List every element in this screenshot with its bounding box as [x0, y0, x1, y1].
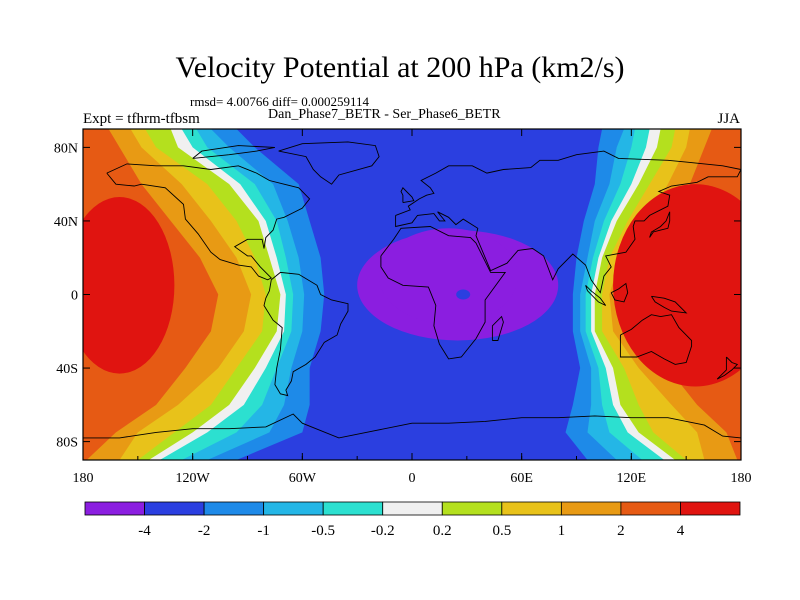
colorbar-label: 4	[677, 523, 685, 539]
x-tick-label: 120E	[617, 471, 647, 486]
y-tick-label: 40S	[56, 362, 78, 377]
coastline-great-britain	[400, 187, 415, 204]
colorbar-label: -0.2	[371, 523, 395, 539]
colorbar-label: 2	[617, 523, 625, 539]
coastline-new-guinea	[651, 295, 688, 314]
coastline-greenland	[278, 141, 380, 185]
coastline-new-zealand	[716, 356, 739, 380]
map-axes: 180 120W 60W 0 60E 120E 180 80N 40N 0 40S 80S	[54, 129, 752, 486]
chart-title: Velocity Potential at 200 hPa (km2/s)	[175, 51, 625, 84]
colorbar-label: -1	[257, 523, 270, 539]
x-tick-label: 60W	[289, 471, 317, 486]
coastline-indonesia-borneo	[610, 282, 629, 303]
x-tick-label: 180	[73, 471, 94, 486]
coastline-antarctica	[83, 413, 741, 439]
colorbar-swatch	[263, 501, 324, 516]
colorbar-swatch	[203, 501, 265, 516]
velocity-potential-minimum-core	[379, 228, 519, 324]
colorbar-swatch	[620, 501, 681, 516]
coastline-north-america	[106, 163, 311, 281]
contour-field	[83, 129, 741, 460]
y-tick-label: 80N	[54, 141, 78, 156]
colorbar-label: -0.5	[311, 523, 335, 539]
colorbar-swatch	[84, 501, 145, 516]
coastline-arctic-islands	[192, 145, 275, 159]
y-tick-label: 40N	[54, 215, 78, 230]
x-tick-label: 0	[409, 471, 416, 486]
y-tick-label: 0	[71, 289, 78, 304]
x-tick-label: 180	[731, 471, 752, 486]
colorbar-label: -2	[198, 523, 211, 539]
velocity-potential-maximum-east-pacific	[83, 197, 175, 374]
colorbar-swatch	[382, 501, 443, 516]
colorbar: -4 -2 -1 -0.5 -0.2 0.2 0.5 1 2 4	[84, 501, 741, 539]
colorbar-label: -4	[138, 523, 151, 539]
coastline-japan	[649, 211, 671, 238]
colorbar-label: 0.5	[492, 523, 511, 539]
coastline-south-america	[263, 271, 349, 397]
velocity-potential-maximum-west-pacific	[613, 184, 741, 387]
season-label: JJA	[717, 111, 740, 127]
colorbar-swatch	[680, 501, 741, 516]
x-tick-label: 120W	[176, 471, 211, 486]
coastline-australia	[619, 314, 693, 365]
colorbar-swatch	[144, 501, 205, 516]
colorbar-swatch	[322, 501, 384, 516]
x-tick-label: 60E	[510, 471, 533, 486]
colorbar-label: 1	[558, 523, 566, 539]
colorbar-swatch	[441, 501, 503, 516]
center-label: Dan_Phase7_BETR - Ser_Phase6_BETR	[268, 107, 501, 122]
coastline-indonesia-sumatra	[585, 284, 607, 306]
embedded-blue-cell	[456, 289, 471, 300]
coastlines	[83, 141, 741, 439]
y-tick-label: 80S	[56, 436, 78, 451]
coastline-eurasia	[395, 150, 741, 294]
coastline-madagascar	[491, 315, 504, 341]
colorbar-label: 0.2	[433, 523, 452, 539]
colorbar-swatch	[560, 501, 622, 516]
stats-label: rmsd= 4.00766 diff= 0.000259114	[190, 94, 369, 109]
colorbar-swatch	[501, 501, 562, 516]
experiment-label: Expt = tfhrm-tfbsm	[83, 111, 200, 127]
coastline-africa	[380, 226, 507, 360]
